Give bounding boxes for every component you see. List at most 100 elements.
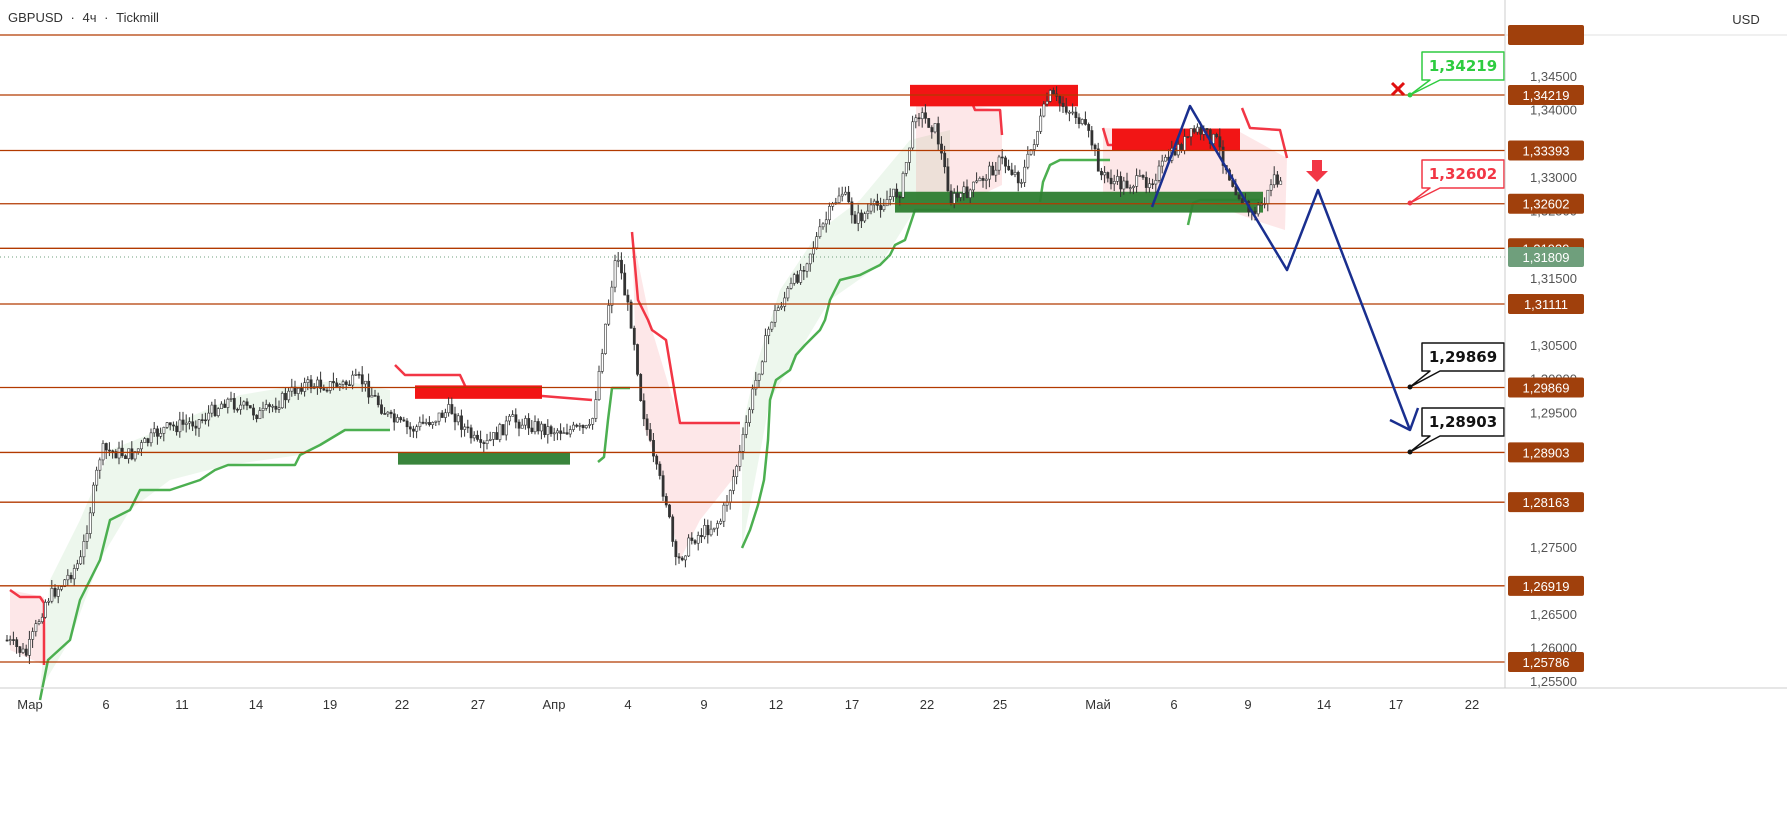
candle-body [111,450,115,453]
candle-body [309,379,313,389]
callout-box [1409,51,1505,96]
candle-body [1116,176,1119,182]
time-tick-label: 9 [1244,697,1251,712]
candle-body [962,186,966,194]
candle-body [837,195,841,203]
candle-body [1103,172,1107,176]
level-label-bg [1508,140,1584,161]
candle-body [149,432,153,444]
callout-box [1409,159,1505,204]
candle-body [1183,136,1187,151]
downtrend-fill [10,590,44,665]
downtrend-line [9,588,46,665]
candle-body [447,404,451,414]
candle-body [1077,117,1081,125]
candle-body [101,443,105,461]
candle-body [895,188,899,198]
candle-body [860,212,863,222]
candle-body [165,422,169,428]
candle-body [200,419,204,421]
candle-body [136,448,140,452]
candle-body [588,424,591,426]
separator: · [104,10,108,25]
candle-body [1260,204,1263,206]
candle-body [511,414,515,417]
candle-body [917,117,921,120]
candle-body [72,568,76,580]
candle-body [1221,146,1225,166]
candle-body [546,426,550,435]
candle-body [1058,95,1062,104]
candle-body [648,429,652,441]
candle-body [1128,187,1132,190]
candle-body [191,421,195,427]
resistance-zone [1112,128,1240,151]
candle-body [735,466,739,477]
candle-body [325,389,329,392]
candle-body [1141,175,1145,178]
candle-body [565,432,569,435]
candle-body [584,425,588,429]
target-callout: 1,28903 [1407,407,1505,455]
level-price-label: 1,29869 [1508,377,1584,398]
candle-body [207,412,211,421]
candle-body [248,405,252,409]
candle-body [31,631,35,640]
candle-body [1154,180,1158,185]
candle-body [37,621,41,624]
candle-body [229,398,233,400]
candle-body [332,381,335,384]
candle-body [978,178,982,182]
callout-anchor-dot [1407,384,1413,390]
level-label-text: 1,29869 [1523,380,1570,395]
candle-body [104,443,108,451]
candle-body [485,440,489,444]
candle-body [1160,160,1164,167]
candle-body [255,414,259,420]
candle-body [581,425,585,429]
candle-body [328,381,332,391]
candle-body [770,321,774,330]
candle-body [450,404,454,415]
candle-body [1064,106,1068,113]
candle-body [245,401,249,406]
candle-body [357,374,361,376]
level-label-text: 1,26919 [1523,579,1570,594]
price-tick-label: 1,25500 [1530,674,1577,689]
candle-body [645,418,649,430]
candle-body [1176,144,1180,156]
candle-body [597,371,601,400]
candle-body [751,388,755,411]
candle-body [940,143,943,154]
candle-body [620,259,623,274]
time-tick-label: 4 [624,697,631,712]
candle-body [716,523,719,529]
candle-body [194,425,198,429]
candle-body [280,393,284,409]
candle-body [172,424,175,427]
candle-body [1087,124,1091,131]
candle-body [140,442,143,450]
candle-body [850,201,854,216]
candle-body [661,475,665,497]
x-icon [1390,81,1406,97]
candle-body [252,407,255,416]
candle-body [1192,128,1196,133]
candle-body [808,253,812,265]
candle-body [703,525,707,538]
candle-body [1279,180,1283,185]
candle-body [389,411,393,415]
candle-body [908,147,911,163]
candle-body [261,407,265,411]
candle-body [952,193,956,204]
candle-body [748,409,751,423]
candle-body [108,449,111,452]
candle-body [82,541,86,558]
candle-body [1132,186,1135,189]
candle-body [853,214,857,224]
candle-body [972,181,975,191]
candle-body [258,410,262,420]
candle-body [44,602,47,618]
candle-body [1148,183,1151,188]
